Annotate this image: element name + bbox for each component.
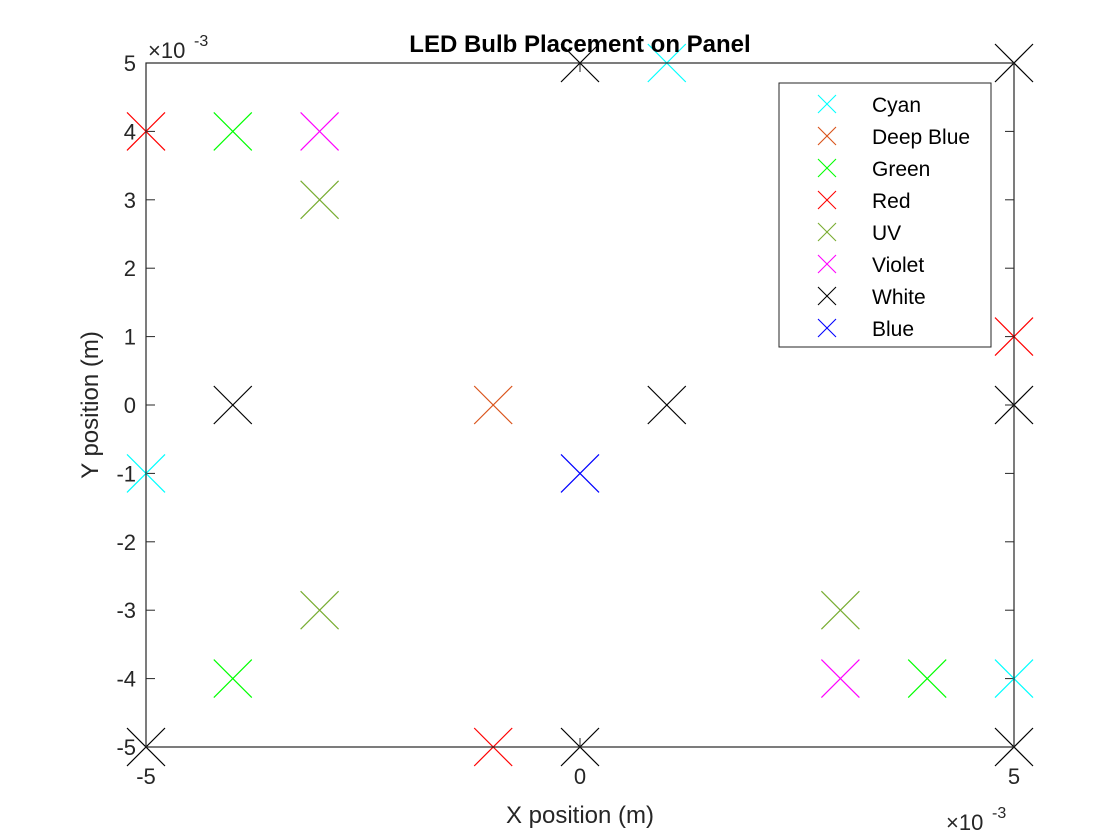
legend-entry-deep-blue: Deep Blue (817, 126, 970, 149)
point-uv (300, 590, 340, 630)
legend-marker-cyan-stroke-b (817, 94, 837, 114)
legend-marker-blue-stroke-b (817, 318, 837, 338)
point-green-stroke-b (907, 659, 947, 699)
y-tick-label: 2 (124, 256, 136, 281)
legend-marker-cyan (817, 94, 837, 114)
y-axis-label: Y position (m) (77, 331, 104, 479)
legend-marker-red-stroke-b (817, 190, 837, 210)
point-blue (560, 453, 600, 493)
legend-marker-white (817, 286, 837, 306)
legend-marker-white-stroke-b (817, 286, 837, 306)
y-tick-label: 5 (124, 51, 136, 76)
point-deep-blue (473, 385, 513, 425)
y-tick-label: 3 (124, 188, 136, 213)
legend-entry-green: Green (817, 158, 930, 181)
legend-label-deep-blue: Deep Blue (872, 126, 970, 149)
y-axis-exponent: ×10 -3 (148, 33, 208, 63)
point-green (907, 659, 947, 699)
y-tick-label: -3 (116, 598, 136, 623)
legend-entry-red: Red (817, 190, 911, 213)
y-tick-label: -4 (116, 667, 136, 692)
y-tick-label: 0 (124, 393, 136, 418)
point-green-stroke-b (213, 659, 253, 699)
legend-marker-violet (817, 254, 837, 274)
legend-label-uv: UV (872, 222, 901, 245)
legend-entry-uv: UV (817, 222, 901, 245)
point-violet (820, 659, 860, 699)
x-axis-exponent: ×10 -3 (946, 805, 1006, 835)
legend-marker-uv (817, 222, 837, 242)
legend-entry-white: White (817, 286, 926, 309)
legend-marker-uv-stroke-b (817, 222, 837, 242)
y-tick-label: 1 (124, 325, 136, 350)
point-blue-stroke-b (560, 453, 600, 493)
point-uv-stroke-b (820, 590, 860, 630)
legend-entry-violet: Violet (817, 254, 924, 277)
point-white-stroke-b (647, 385, 687, 425)
point-green (213, 659, 253, 699)
point-deep-blue-stroke-b (473, 385, 513, 425)
legend-entry-cyan: Cyan (817, 94, 921, 117)
point-green (213, 111, 253, 151)
legend-label-green: Green (872, 158, 930, 181)
y-tick-label: -2 (116, 530, 136, 555)
chart-title: LED Bulb Placement on Panel (409, 31, 750, 58)
y-exponent-base: ×10 (148, 38, 185, 63)
point-uv-stroke-b (300, 590, 340, 630)
x-axis-label: X position (m) (506, 802, 654, 829)
legend-items: Cyan Deep Blue Green Red UV Violet White Blue (817, 94, 970, 341)
x-exponent-base: ×10 (946, 810, 983, 835)
legend-label-cyan: Cyan (872, 94, 921, 117)
legend-marker-deep-blue (817, 126, 837, 146)
point-uv (820, 590, 860, 630)
x-exponent-power: -3 (992, 805, 1006, 822)
legend-marker-red (817, 190, 837, 210)
legend-marker-green-stroke-b (817, 158, 837, 178)
legend-entry-blue: Blue (817, 318, 914, 341)
legend: Cyan Deep Blue Green Red UV Violet White Blue (778, 82, 992, 348)
point-violet (300, 111, 340, 151)
x-tick-label: 0 (574, 764, 586, 789)
y-tick-label: -1 (116, 461, 136, 486)
point-white (647, 385, 687, 425)
point-white-stroke-b (213, 385, 253, 425)
x-tick-labels: -5 0 5 (136, 764, 1020, 789)
y-tick-label: -5 (116, 735, 136, 760)
y-tick-labels: 5 4 3 2 1 0 -1 -2 -3 -4 -5 (116, 51, 136, 760)
point-uv (300, 180, 340, 220)
legend-label-red: Red (872, 190, 911, 213)
point-uv-stroke-b (300, 180, 340, 220)
point-green-stroke-b (213, 111, 253, 151)
legend-marker-violet-stroke-b (817, 254, 837, 274)
legend-label-violet: Violet (872, 254, 924, 277)
legend-label-white: White (872, 286, 926, 309)
point-violet-stroke-b (820, 659, 860, 699)
legend-label-blue: Blue (872, 318, 914, 341)
legend-marker-deep-blue-stroke-b (817, 126, 837, 146)
legend-marker-blue (817, 318, 837, 338)
x-tick-label: -5 (136, 764, 156, 789)
x-tick-label: 5 (1008, 764, 1020, 789)
point-violet-stroke-b (300, 111, 340, 151)
legend-marker-green (817, 158, 837, 178)
legend-box (778, 82, 992, 348)
plot-frame (145, 62, 1015, 748)
y-exponent-power: -3 (194, 33, 208, 50)
y-tick-label: 4 (124, 119, 136, 144)
point-white (213, 385, 253, 425)
